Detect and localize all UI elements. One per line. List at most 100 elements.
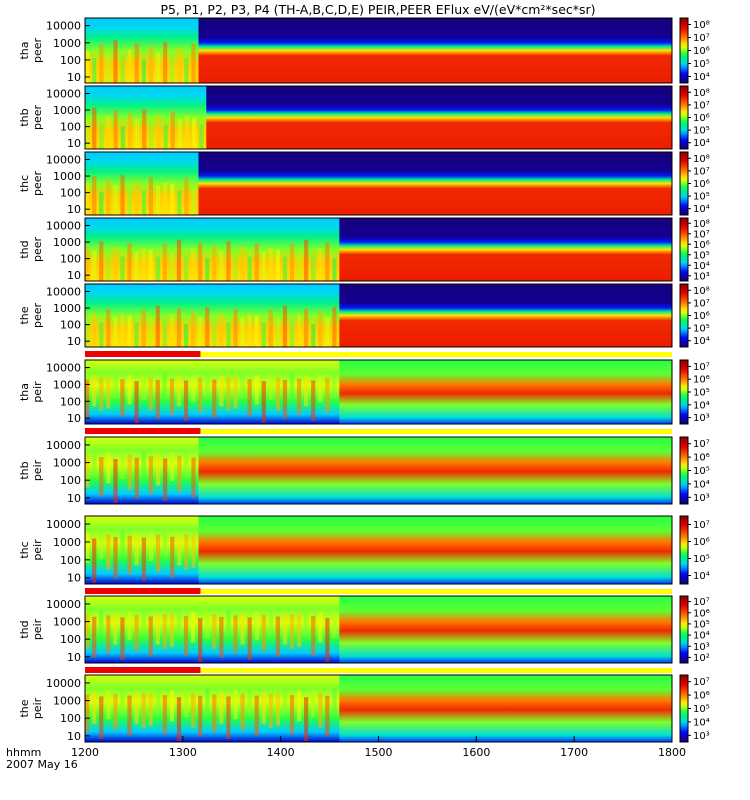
y-tick-label: 100 xyxy=(60,187,81,200)
colorbar-tick-label: 10⁷ xyxy=(693,229,710,240)
y-tick-label: 10 xyxy=(67,203,81,216)
x-tick-label: 1500 xyxy=(365,746,393,759)
spectrogram-stripe xyxy=(289,321,295,347)
spectrogram-stripe xyxy=(106,453,111,484)
spectrogram-stripe xyxy=(226,241,231,281)
spectrogram-stripe xyxy=(254,243,259,281)
y-tick-label: 1000 xyxy=(53,616,81,629)
spectrogram-stripe xyxy=(169,691,175,722)
spectrogram-stripe xyxy=(127,611,132,641)
spectrogram-stripe xyxy=(254,315,259,347)
spectrogram-stripe xyxy=(268,374,273,401)
y-label-species: peir xyxy=(31,381,44,403)
spectrogram-stripe xyxy=(177,455,182,493)
colorbar-tick-label: 10⁸ xyxy=(693,154,710,165)
spectrogram-stripe xyxy=(177,47,182,83)
spectrogram-stripe xyxy=(318,693,323,728)
spectrogram-stripe xyxy=(240,317,245,347)
spectrogram-stripe xyxy=(120,56,125,83)
spectrogram-stripe xyxy=(268,610,273,636)
spectrogram-stripe xyxy=(106,690,111,720)
spectrogram-stripe xyxy=(113,110,118,149)
spectrogram-stripe xyxy=(311,689,316,718)
y-tick-label: 1000 xyxy=(53,536,81,549)
spectrogram-stripe xyxy=(247,256,252,281)
y-tick-label: 10 xyxy=(67,492,81,505)
spectrogram-stripe xyxy=(99,696,104,739)
spectrogram-stripe xyxy=(240,373,245,399)
spectrogram-stripe xyxy=(240,612,245,645)
colorbar-tick-label: 10⁵ xyxy=(693,250,710,261)
spectrogram-stripe xyxy=(134,180,139,215)
spectrogram-stripe xyxy=(170,536,175,578)
spectrogram-stripe xyxy=(177,533,182,566)
spectrogram-stripe xyxy=(120,126,125,149)
spectrogram-stripe xyxy=(134,457,139,499)
spectrogram-stripe xyxy=(113,612,118,645)
spectrogram-stripe xyxy=(141,450,146,475)
spectrogram-stripe xyxy=(275,377,281,411)
colorbar-tick-label: 10⁵ xyxy=(693,324,710,335)
spectrogram-stripe xyxy=(311,255,316,281)
spectrogram-stripe xyxy=(99,530,104,559)
flag-bar-background xyxy=(85,668,672,673)
spectrogram-stripe xyxy=(106,309,111,347)
colorbar-tick-label: 10⁶ xyxy=(693,375,710,386)
y-tick-label: 10 xyxy=(67,335,81,348)
spectrogram-stripe xyxy=(233,690,238,720)
y-tick-label: 1000 xyxy=(53,457,81,470)
y-tick-label: 1000 xyxy=(53,695,81,708)
spectrogram-stripe xyxy=(127,49,132,83)
colorbar-tick-label: 10⁶ xyxy=(693,46,710,57)
spectrogram-stripe xyxy=(268,248,273,281)
colorbar-tick-label: 10⁴ xyxy=(693,400,710,411)
y-label-probe: thb xyxy=(18,461,31,479)
spectrogram-stripe xyxy=(85,245,90,281)
spectrogram-stripe xyxy=(325,695,330,737)
spectrogram-stripe xyxy=(183,689,189,718)
spectrogram-stripe xyxy=(120,689,125,715)
y-label-species: peer xyxy=(31,237,44,263)
colorbar-tick-label: 10⁶ xyxy=(693,179,710,190)
spectrogram-stripe xyxy=(106,253,111,281)
colorbar-tick-label: 10⁴ xyxy=(693,261,710,272)
x-label-line2: 2007 May 16 xyxy=(6,758,78,771)
spectrogram-stripe xyxy=(311,380,316,421)
spectrogram-stripe xyxy=(191,43,196,83)
spectrogram-stripe xyxy=(183,255,189,281)
spectrogram-stripe xyxy=(148,377,153,411)
colorbar-tick-label: 10³ xyxy=(693,642,710,653)
colorbar-tick-label: 10³ xyxy=(693,413,710,424)
spectrogram-stripe xyxy=(99,192,104,215)
y-tick-label: 10000 xyxy=(46,362,81,375)
flag-bar xyxy=(85,667,201,673)
y-tick-label: 10 xyxy=(67,137,81,150)
y-label-species: peir xyxy=(31,459,44,481)
spectrogram-stripe xyxy=(289,372,295,396)
y-tick-label: 1000 xyxy=(53,170,81,183)
spectrogram-stripe xyxy=(184,451,189,477)
colorbar-tick-label: 10⁶ xyxy=(693,537,710,548)
colorbar xyxy=(679,217,689,282)
spectrogram-stripe xyxy=(289,243,295,281)
spectrogram-stripe xyxy=(296,613,302,647)
colorbar-tick-label: 10⁶ xyxy=(693,691,710,702)
spectrogram-stripe xyxy=(254,611,259,641)
spectrogram-stripe xyxy=(155,379,160,419)
spectrogram-stripe xyxy=(190,311,196,347)
colorbar-tick-label: 10⁸ xyxy=(693,20,710,31)
spectrogram-stripe xyxy=(176,239,182,281)
spectrogram-stripe xyxy=(148,249,153,281)
flag-bar xyxy=(85,351,201,357)
spectrogram-stripe xyxy=(170,111,175,149)
flag-bar-background xyxy=(85,352,672,357)
colorbar xyxy=(679,515,689,585)
y-label-species: peir xyxy=(31,618,44,640)
spectrogram-stripe xyxy=(106,376,111,409)
spectrogram-stripe xyxy=(219,312,224,347)
colorbar-tick-label: 10² xyxy=(693,653,710,664)
spectrogram-stripe xyxy=(198,695,203,737)
colorbar-tick-label: 10⁴ xyxy=(693,72,710,83)
spectrogram-stripe xyxy=(113,40,118,83)
